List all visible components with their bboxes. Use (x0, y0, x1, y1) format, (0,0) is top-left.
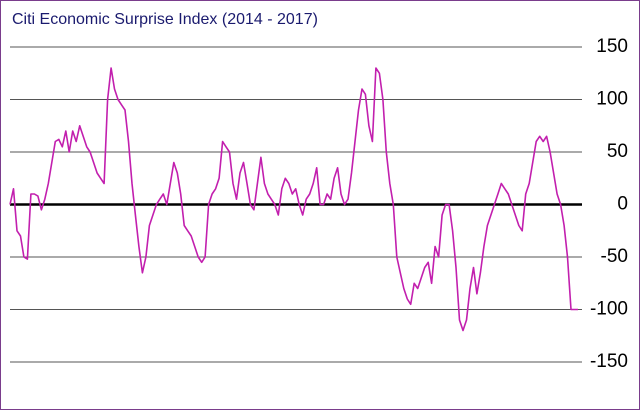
y-tick-label: -150 (590, 351, 628, 372)
series-line (9, 67, 578, 332)
y-tick-label: -100 (590, 299, 628, 320)
y-tick-label: -50 (601, 246, 628, 267)
y-tick-label: 100 (596, 89, 628, 110)
y-tick-label: 150 (596, 36, 628, 57)
y-tick-label: 0 (617, 194, 628, 215)
y-tick-label: 50 (607, 141, 628, 162)
chart-title: Citi Economic Surprise Index (2014 - 201… (12, 11, 318, 28)
